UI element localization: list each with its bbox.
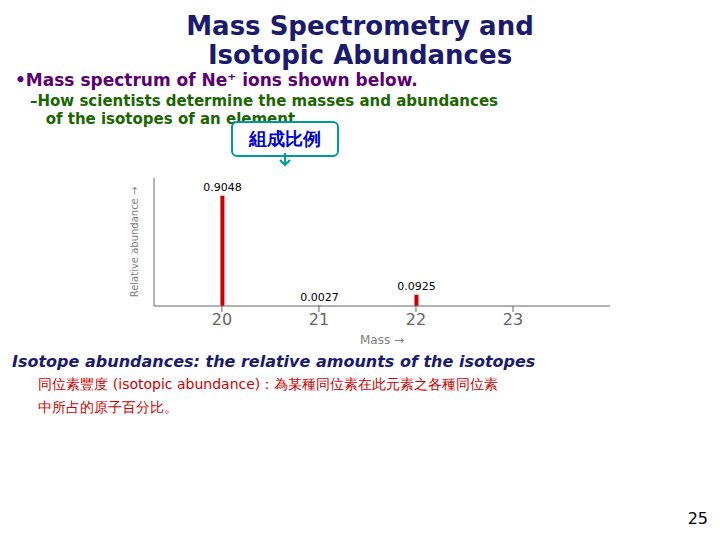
html-text:同位素豐度 (isotopic abundance)：為某種: 同位素豐度 (isotopic abundance)：為某種同位素在此元素之各種… [25,376,499,392]
svg-text:Relative abundance →: Relative abundance → [129,187,140,298]
html-text:Isotope abundances: the relati: Isotope abundances: the relative amounts… [12,352,536,371]
html-text:of the isotopes of an element.: of the isotopes of an element. [30,110,301,128]
html-text:Mass Spectrometry and: Mass Spectrometry and [186,11,534,41]
svg-text:0.0027: 0.0027 [300,291,339,304]
html-text:–How scientists determine the: –How scientists determine the masses and… [30,92,498,110]
html-text:25: 25 [687,509,708,528]
svg-text:0.9048: 0.9048 [203,181,242,194]
svg-text:20: 20 [212,310,232,329]
html-text:Isotopic Abundances: Isotopic Abundances [207,40,513,70]
svg-text:Mass →: Mass → [360,333,404,347]
svg-text:23: 23 [503,310,523,329]
svg-text:0.0925: 0.0925 [397,280,436,293]
svg-text:22: 22 [406,310,426,329]
html-text:•Mass spectrum of Ne⁺ ions sho: •Mass spectrum of Ne⁺ ions shown below. [15,70,418,90]
html-text:中所占的原子百分比。: 中所占的原子百分比。 [25,399,179,415]
svg-text:21: 21 [309,310,329,329]
html-text:組成比例: 組成比例 [249,128,321,149]
